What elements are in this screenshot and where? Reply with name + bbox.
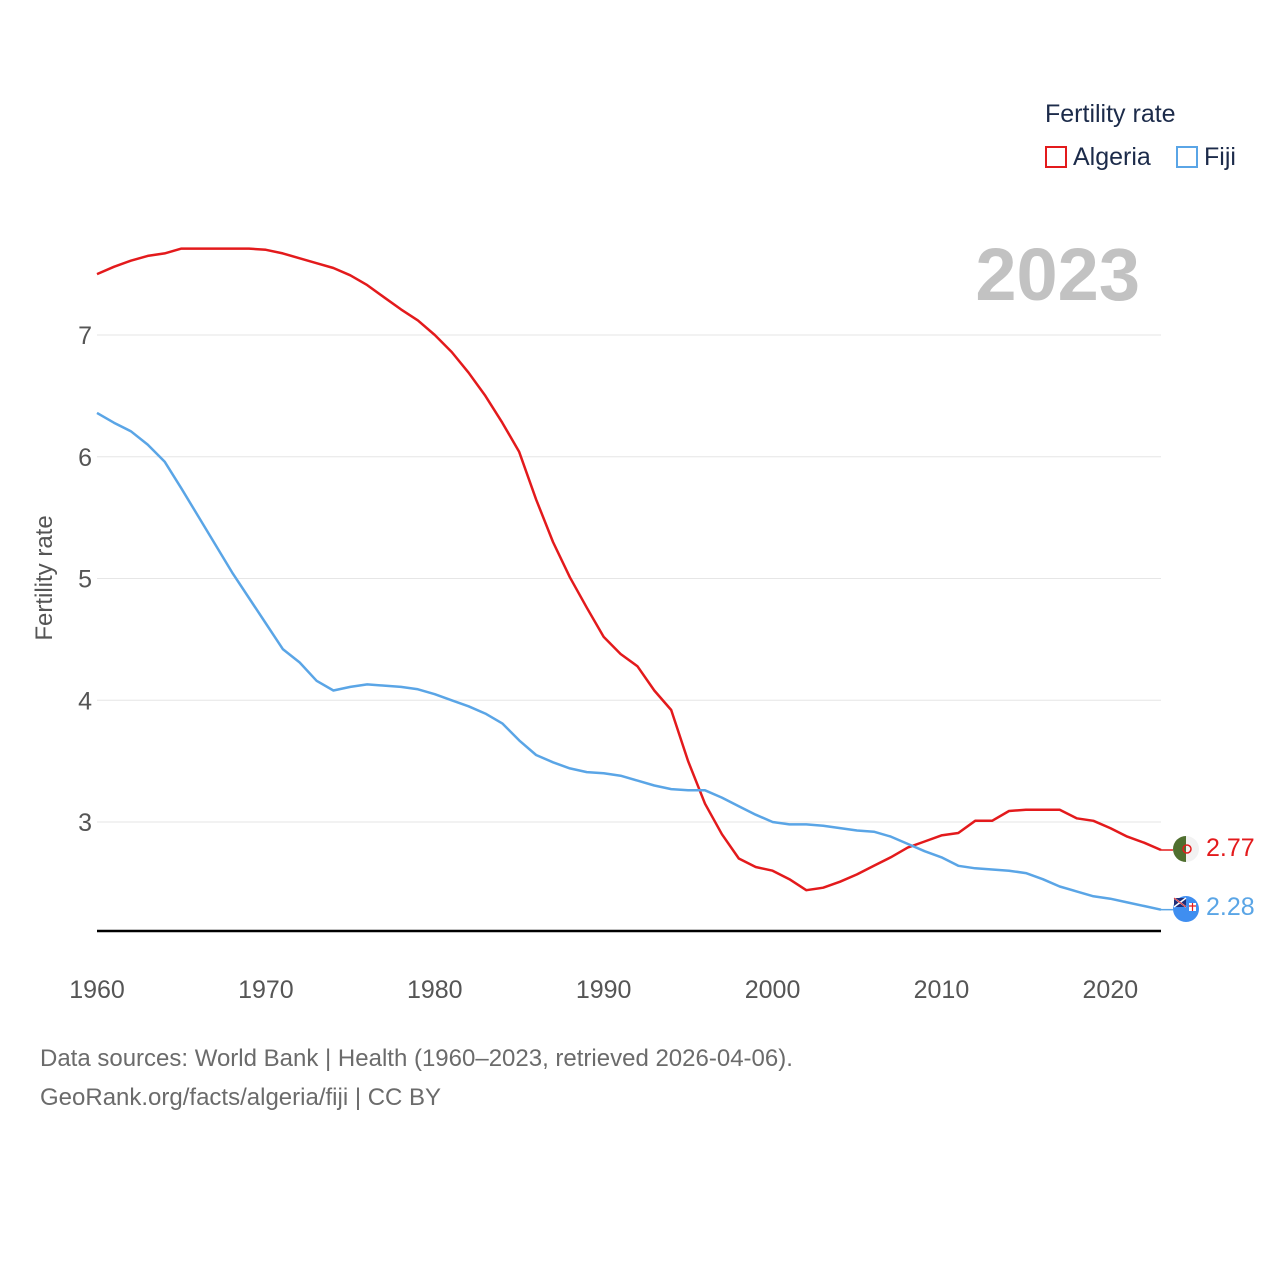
- x-tick-label: 1980: [407, 976, 463, 1004]
- x-tick-label: 2000: [745, 976, 801, 1004]
- legend-label-algeria: Algeria: [1073, 142, 1151, 171]
- x-tick-label: 2010: [914, 976, 970, 1004]
- y-tick-label: 4: [78, 687, 92, 715]
- x-tick-label: 1990: [576, 976, 632, 1004]
- year-label: 2023: [975, 233, 1140, 316]
- end-value-label-algeria: 2.77: [1206, 834, 1255, 862]
- legend-swatch-algeria: [1045, 146, 1067, 168]
- y-tick-label: 3: [78, 809, 92, 837]
- x-tick-labels: 1960 1970 1980 1990 2000 2010 2020: [69, 976, 1138, 1004]
- y-axis-label: Fertility rate: [31, 515, 58, 640]
- algeria-flag-icon: [1173, 836, 1199, 862]
- x-tick-label: 1960: [69, 976, 125, 1004]
- end-value-label-fiji: 2.28: [1206, 893, 1255, 921]
- y-tick-labels: 3 4 5 6 7: [78, 322, 92, 837]
- source-link[interactable]: GeoRank.org/facts/algeria/fiji | CC BY: [40, 1084, 442, 1111]
- x-tick-label: 1970: [238, 976, 294, 1004]
- series-lines: [96, 247, 1173, 911]
- end-labels: 2.77 2.28: [1206, 834, 1255, 921]
- grid-lines: [97, 334, 1161, 823]
- legend-item-algeria[interactable]: Algeria: [1045, 142, 1151, 172]
- legend-swatch-fiji: [1176, 146, 1198, 168]
- y-tick-label: 7: [78, 322, 92, 350]
- source-note: Data sources: World Bank | Health (1960–…: [40, 1045, 793, 1072]
- series-line-algeria: [96, 247, 1162, 892]
- fiji-flag-icon: [1173, 896, 1199, 922]
- legend-item-fiji[interactable]: Fiji: [1176, 142, 1236, 172]
- end-markers: [1173, 836, 1199, 922]
- y-tick-label: 5: [78, 566, 92, 594]
- legend-title: Fertility rate: [1045, 100, 1176, 128]
- legend-label-fiji: Fiji: [1204, 142, 1236, 171]
- series-line-fiji: [96, 411, 1162, 911]
- y-tick-label: 6: [78, 444, 92, 472]
- x-tick-label: 2020: [1083, 976, 1139, 1004]
